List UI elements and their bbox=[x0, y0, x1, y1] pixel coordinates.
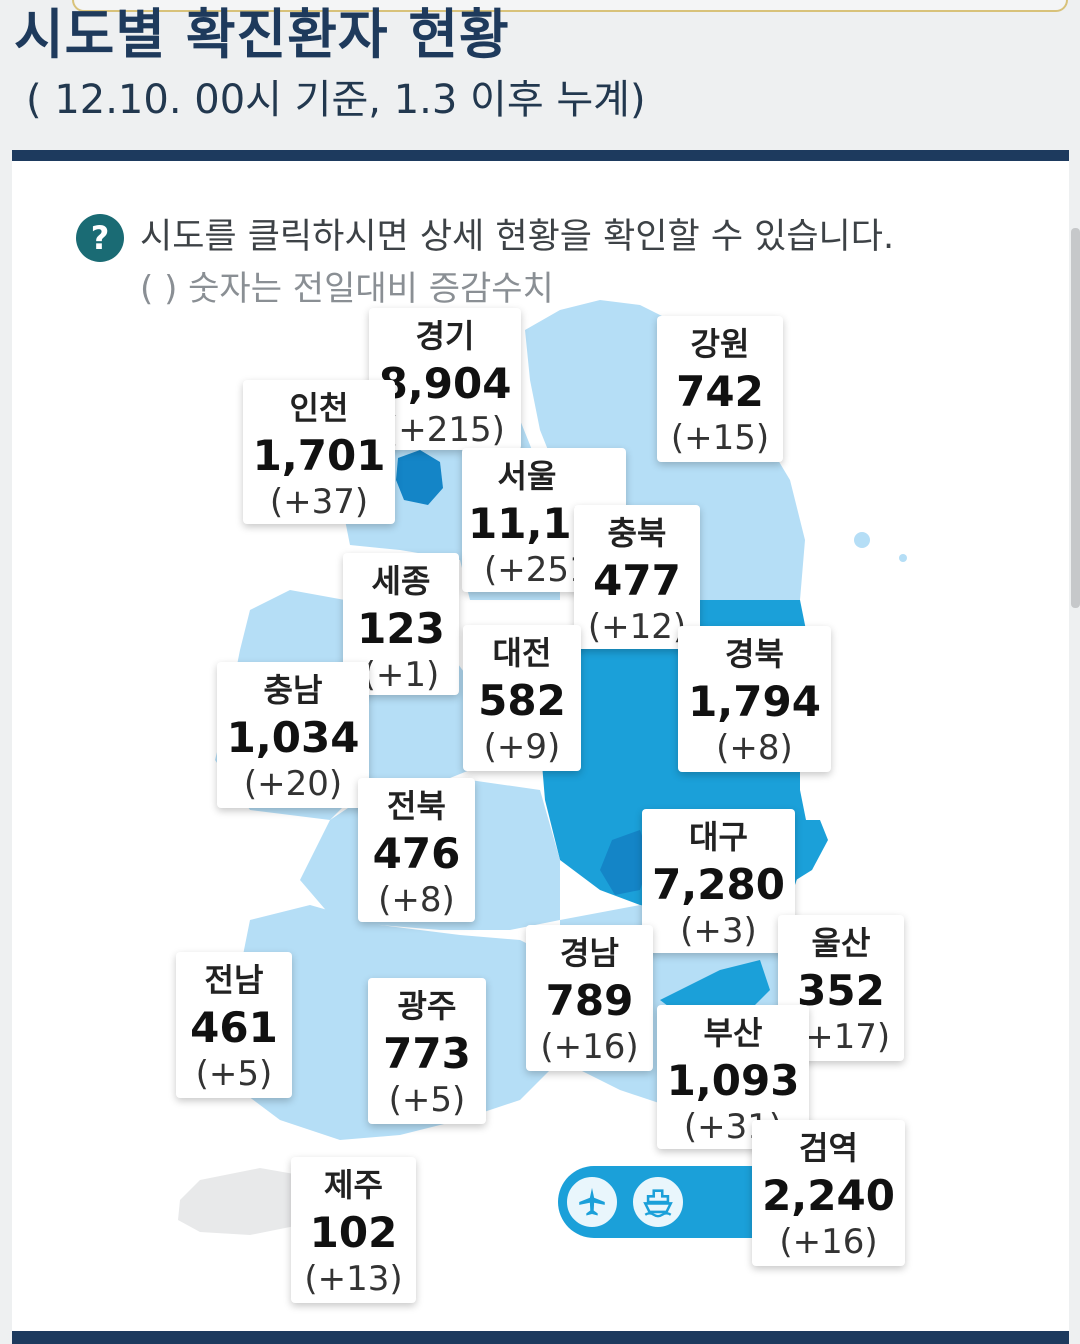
region-count: 477 bbox=[593, 556, 681, 605]
help-icon: ? bbox=[76, 214, 124, 262]
region-count: 461 bbox=[190, 1003, 278, 1052]
transport-panel bbox=[558, 1166, 758, 1238]
region-count: 102 bbox=[309, 1208, 398, 1257]
region-diff: (+1) bbox=[362, 655, 440, 695]
region-name: 울산 bbox=[811, 924, 871, 962]
region-diff: (+9) bbox=[483, 727, 561, 767]
region-box-gyeonggi[interactable]: 경기 8,904 (+215) bbox=[369, 308, 521, 450]
airplane-icon-graphic bbox=[579, 1187, 605, 1216]
region-count: 1,701 bbox=[252, 431, 386, 480]
region-box-busan[interactable]: 부산 1,093 (+31) bbox=[657, 1005, 809, 1149]
region-count: 1,093 bbox=[666, 1056, 800, 1105]
region-count: 773 bbox=[383, 1029, 471, 1078]
region-diff: (+15) bbox=[670, 418, 770, 458]
map-region-seoul bbox=[396, 450, 443, 505]
ship-icon[interactable] bbox=[630, 1174, 686, 1230]
ship-icon-graphic bbox=[643, 1189, 673, 1218]
region-box-jeonnam[interactable]: 전남 461 (+5) bbox=[176, 952, 292, 1098]
region-box-quarantine[interactable]: 검역 2,240 (+16) bbox=[752, 1120, 905, 1266]
region-diff: (+8) bbox=[378, 880, 455, 920]
airplane-icon[interactable] bbox=[564, 1174, 620, 1230]
region-diff: (+16) bbox=[540, 1027, 639, 1067]
region-name: 세종 bbox=[371, 562, 431, 600]
region-diff: (+251 bbox=[484, 550, 591, 590]
region-box-chungbuk[interactable]: 충북 477 (+12) bbox=[574, 505, 700, 649]
region-diff: (+12) bbox=[587, 607, 687, 647]
page-title: 시도별 확진환자 현황 bbox=[14, 3, 510, 66]
scrollbar[interactable] bbox=[1071, 228, 1080, 608]
region-diff: (+215) bbox=[385, 410, 505, 450]
region-name: 충남 bbox=[263, 671, 323, 709]
region-box-incheon[interactable]: 인천 1,701 (+37) bbox=[243, 380, 395, 524]
map-region-jeju bbox=[178, 1168, 320, 1235]
region-box-chungnam[interactable]: 충남 1,034 (+20) bbox=[217, 662, 369, 808]
region-name: 충북 bbox=[607, 514, 667, 552]
help-note: ( ) 숫자는 전일대비 증감수치 bbox=[140, 269, 554, 309]
region-name: 검역 bbox=[799, 1129, 858, 1167]
region-diff: (+13) bbox=[304, 1259, 403, 1299]
page-subtitle: ( 12.10. 00시 기준, 1.3 이후 누계) bbox=[26, 77, 646, 123]
map-island bbox=[899, 554, 907, 562]
region-diff: (+37) bbox=[269, 482, 369, 522]
region-name: 광주 bbox=[397, 987, 457, 1025]
region-diff: (+5) bbox=[388, 1080, 466, 1120]
region-name: 강원 bbox=[690, 325, 750, 363]
region-count: 742 bbox=[676, 367, 764, 416]
region-count: 476 bbox=[372, 829, 461, 878]
region-box-daegu[interactable]: 대구 7,280 (+3) bbox=[642, 809, 795, 953]
region-name: 전북 bbox=[387, 787, 446, 825]
region-name: 인천 bbox=[289, 389, 349, 427]
region-count: 789 bbox=[545, 976, 634, 1025]
region-name: 전남 bbox=[204, 961, 264, 999]
region-diff: (+20) bbox=[243, 764, 343, 804]
region-name: 제주 bbox=[324, 1166, 383, 1204]
region-diff: (+3) bbox=[680, 911, 757, 951]
region-name: 경북 bbox=[725, 635, 784, 673]
region-box-gyeongbuk[interactable]: 경북 1,794 (+8) bbox=[678, 626, 831, 772]
region-box-gangwon[interactable]: 강원 742 (+15) bbox=[657, 316, 783, 462]
region-name: 경기 bbox=[415, 317, 475, 355]
region-name: 부산 bbox=[703, 1014, 763, 1052]
region-diff: (+8) bbox=[716, 728, 793, 768]
region-name: 대구 bbox=[689, 818, 748, 856]
region-box-gyeongnam[interactable]: 경남 789 (+16) bbox=[526, 925, 653, 1071]
region-count: 123 bbox=[357, 604, 445, 653]
region-count: 8,904 bbox=[378, 359, 512, 408]
region-box-daejeon[interactable]: 대전 582 (+9) bbox=[463, 625, 581, 771]
map-island bbox=[854, 532, 870, 548]
region-count: 2,240 bbox=[762, 1171, 895, 1220]
region-count: 352 bbox=[797, 966, 885, 1015]
region-diff: (+16) bbox=[779, 1222, 878, 1262]
bottom-divider bbox=[12, 1331, 1069, 1344]
region-count: 1,794 bbox=[688, 677, 821, 726]
region-name: 경남 bbox=[560, 934, 619, 972]
region-count: 582 bbox=[478, 676, 566, 725]
region-diff: (+5) bbox=[195, 1054, 273, 1094]
region-box-jeonbuk[interactable]: 전북 476 (+8) bbox=[358, 778, 475, 922]
region-name: 서울 bbox=[497, 457, 557, 495]
region-count: 1,034 bbox=[226, 713, 360, 762]
region-box-jeju[interactable]: 제주 102 (+13) bbox=[291, 1157, 416, 1303]
region-name: 대전 bbox=[492, 634, 552, 672]
help-text: 시도를 클릭하시면 상세 현황을 확인할 수 있습니다. bbox=[140, 217, 895, 257]
map-region-daegu bbox=[600, 830, 650, 895]
region-box-gwangju[interactable]: 광주 773 (+5) bbox=[368, 978, 486, 1124]
region-count: 7,280 bbox=[652, 860, 785, 909]
map-coast-ulsan bbox=[795, 820, 828, 880]
top-divider bbox=[12, 150, 1069, 161]
